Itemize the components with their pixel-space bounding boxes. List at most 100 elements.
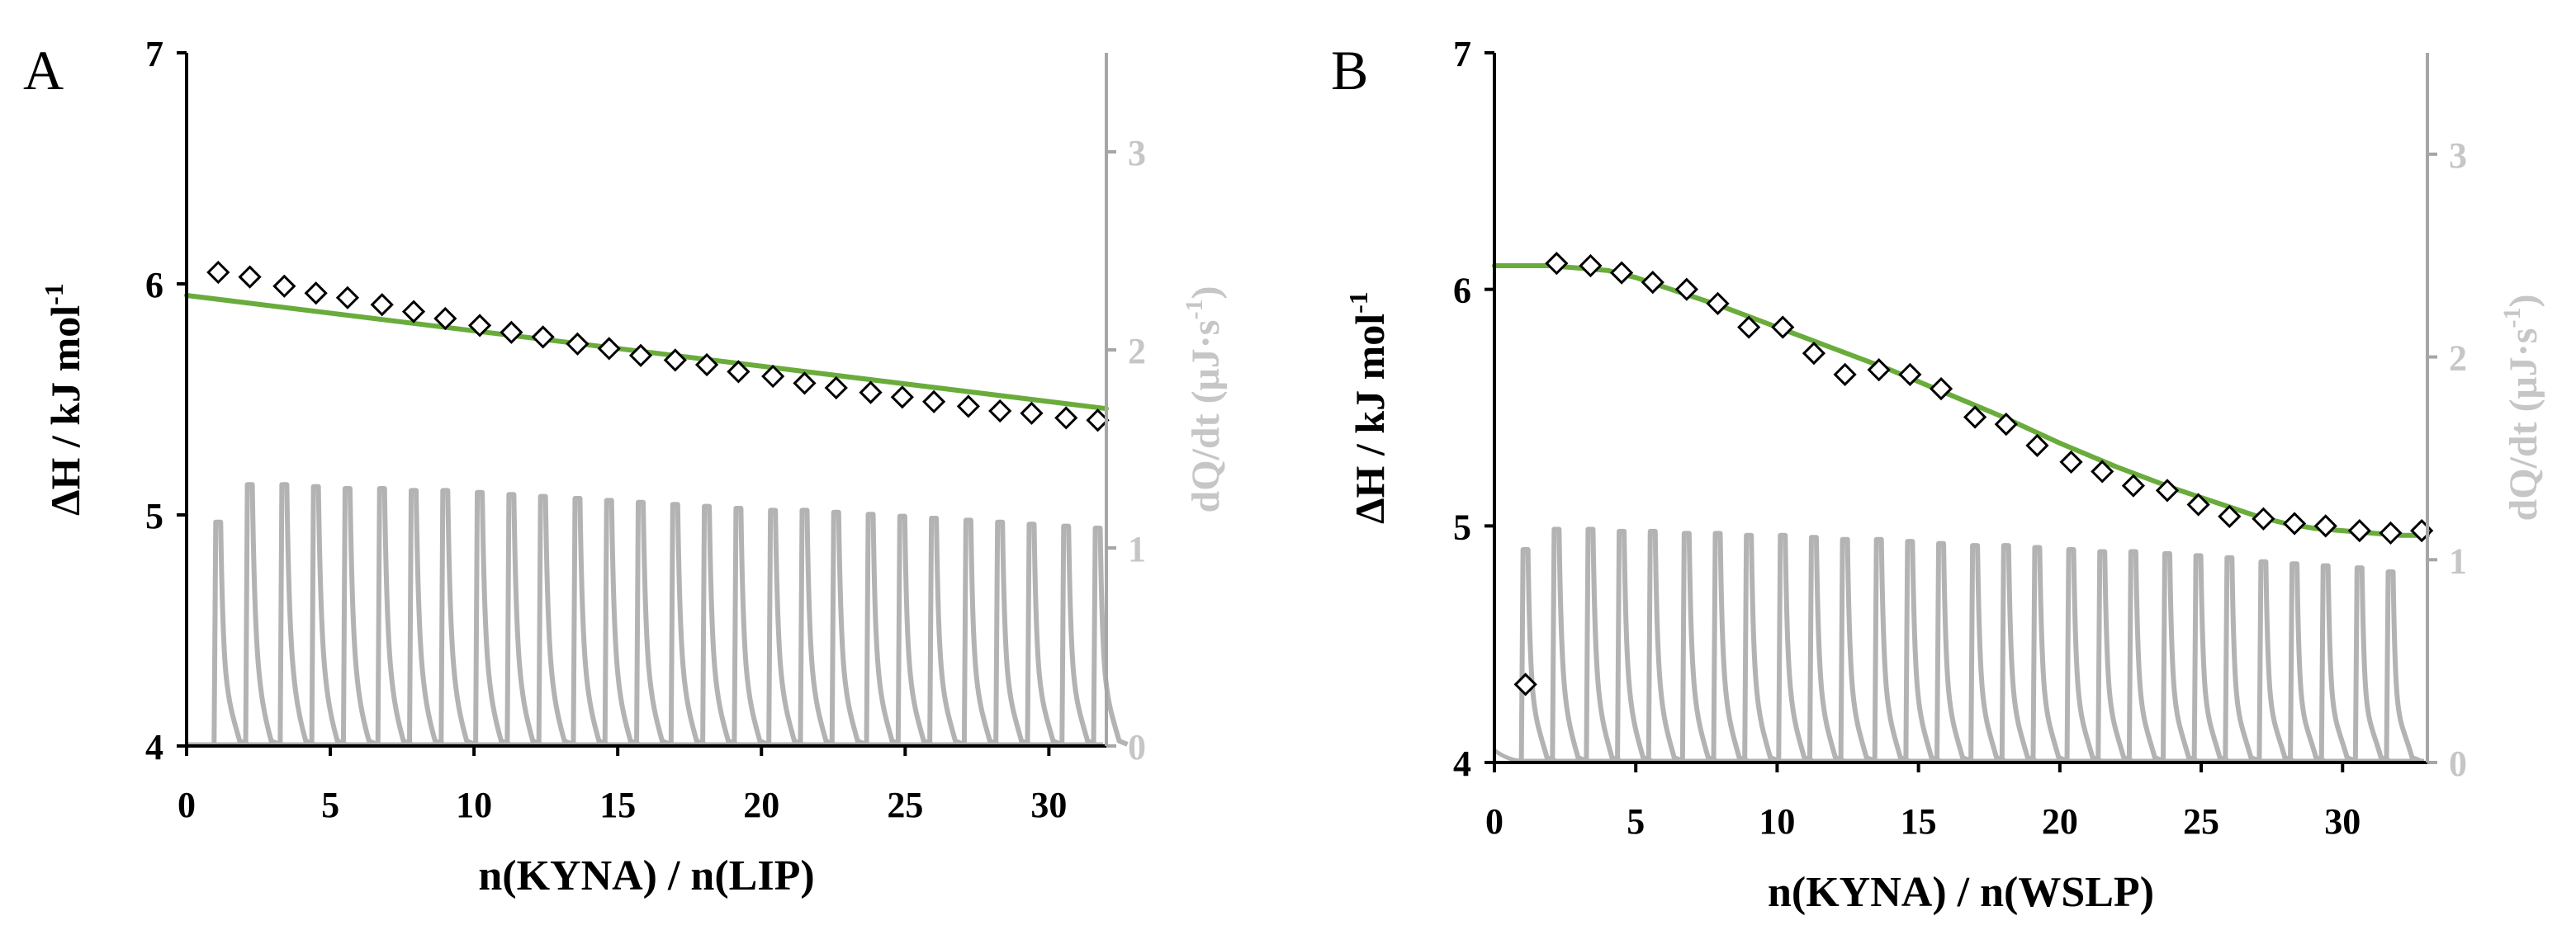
data-point: [1513, 673, 1537, 696]
data-point: [1706, 291, 1730, 315]
thermogram-peak: [2223, 555, 2261, 763]
x-tick-label: 5: [321, 785, 339, 825]
y-tick-label: 5: [1453, 507, 1471, 547]
y-tick-label: 5: [145, 496, 163, 536]
data-point: [2059, 450, 2083, 474]
data-point: [2218, 504, 2242, 528]
thermogram-peak: [2126, 549, 2164, 763]
data-point: [467, 314, 492, 338]
panel-label: A: [23, 39, 64, 101]
thermogram-peak: [2064, 547, 2102, 763]
data-point: [1994, 412, 2018, 437]
data-point: [1833, 362, 1857, 386]
thermogram: [186, 482, 1129, 747]
thermogram-peak: [571, 496, 608, 747]
thermogram-peak: [340, 486, 379, 747]
thermogram-peak: [504, 492, 542, 747]
y2-tick-label: 2: [2449, 338, 2467, 379]
y2-tick-label: 3: [2449, 135, 2467, 176]
data-point: [2282, 512, 2307, 536]
thermogram-peak: [1999, 543, 2037, 763]
data-point: [956, 394, 981, 418]
x-tick-label: 5: [1627, 801, 1645, 842]
data-point: [1674, 277, 1698, 301]
x-tick-label: 30: [1030, 785, 1067, 825]
thermogram-peak: [829, 509, 867, 747]
thermogram-peak: [1934, 541, 1972, 763]
y2-axis-label: dQ/dt (μJ·s-1): [1181, 286, 1228, 513]
data-point: [531, 325, 555, 349]
thermogram-peak: [1646, 528, 1683, 763]
data-point: [2121, 474, 2146, 498]
x-tick-label: 25: [2183, 801, 2219, 842]
thermogram-peak: [2030, 545, 2068, 763]
thermogram-peak: [634, 499, 672, 747]
data-point: [1054, 406, 1078, 430]
thermogram-peak: [961, 517, 1000, 747]
y-tick-label: 6: [145, 265, 163, 305]
data-point: [694, 352, 719, 377]
thermogram-peak: [798, 507, 836, 747]
x-axis-label: n(KYNA) / n(WSLP): [1768, 869, 2154, 916]
thermogram-peak: [473, 489, 511, 747]
data-point: [433, 306, 457, 331]
data-point: [370, 293, 394, 317]
y-tick-label: 4: [1453, 744, 1471, 784]
thermogram-peak: [211, 519, 249, 747]
thermogram-peak: [1872, 536, 1910, 763]
data-point: [566, 332, 590, 356]
data-point: [1802, 341, 1826, 366]
thermogram-peak: [993, 519, 1031, 747]
x-tick-label: 30: [2324, 801, 2361, 842]
thermogram-peak: [895, 513, 933, 747]
data-point: [1929, 376, 1953, 401]
data-point: [1641, 270, 1664, 295]
x-axis-label: n(KYNA) / n(LIP): [478, 852, 814, 899]
data-point: [2025, 433, 2049, 457]
panel-label: B: [1331, 39, 1368, 101]
y2-axis-label-tail: ): [1184, 286, 1228, 300]
data-point: [922, 389, 946, 413]
thermogram-peak: [2256, 559, 2294, 763]
data-point: [2091, 460, 2114, 484]
data-point: [272, 274, 296, 298]
y2-axis-label: dQ/dt (μJ·s-1): [2498, 295, 2545, 522]
y2-tick-label: 3: [1128, 133, 1146, 173]
data-point: [304, 281, 328, 305]
thermogram-peak: [243, 482, 281, 747]
data-point: [1086, 408, 1110, 432]
data-point: [238, 265, 262, 289]
data-point: [2252, 507, 2275, 531]
x-tick-label: 25: [887, 785, 923, 825]
y-tick-label: 6: [1453, 271, 1471, 311]
y2-axis-label-text: dQ/dt (μJ·s: [2502, 328, 2545, 522]
data-point: [335, 286, 360, 309]
thermogram-peak: [2384, 569, 2422, 763]
thermogram-peak: [2095, 549, 2133, 763]
thermogram-peak: [375, 486, 413, 747]
y2-tick-label: 2: [1128, 331, 1146, 371]
thermogram-peak: [1679, 531, 1717, 763]
y-axis-label-text: ΔH / kJ mol: [1347, 314, 1393, 524]
data-point: [2186, 493, 2210, 517]
thermogram-peak: [2191, 553, 2229, 763]
thermogram-peak: [766, 507, 804, 747]
x-tick-label: 20: [743, 785, 779, 825]
y2-axis-label-text: dQ/dt (μJ·s: [1184, 320, 1228, 513]
data-points: [1513, 252, 2434, 696]
thermogram-peak: [1550, 526, 1588, 763]
data-point: [597, 337, 621, 361]
data-point: [1963, 405, 1987, 429]
x-tick-label: 0: [178, 785, 196, 825]
data-point: [793, 371, 817, 395]
data-point: [859, 380, 883, 404]
thermogram-peak: [1742, 532, 1780, 763]
data-point: [1771, 315, 1795, 339]
thermogram-peak: [2318, 563, 2356, 763]
data-point: [1545, 252, 1569, 276]
y-axis-label-sup: -1: [1343, 291, 1373, 314]
data-point: [628, 343, 653, 367]
x-tick-label: 0: [1485, 801, 1503, 842]
